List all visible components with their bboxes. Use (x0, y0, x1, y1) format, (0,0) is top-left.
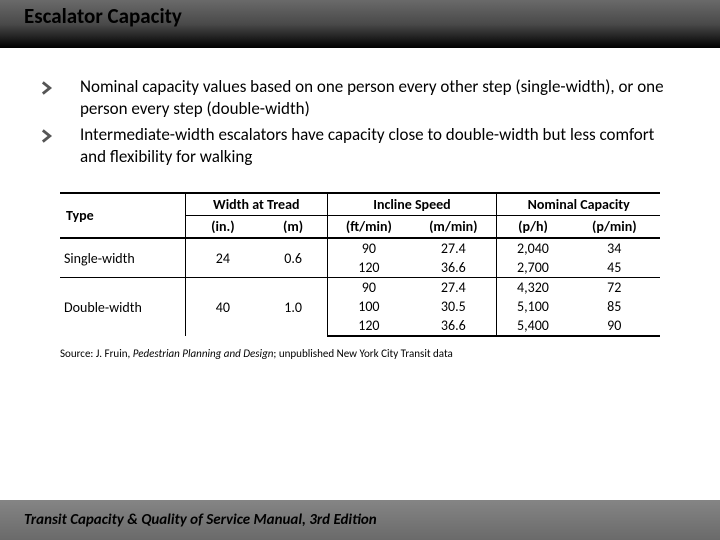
cell-cap-ph: 4,320 (497, 278, 569, 298)
cell-speed-m: 36.6 (410, 258, 497, 278)
cell-cap-pmin: 45 (569, 258, 660, 278)
cell-speed-ft: 100 (327, 297, 410, 316)
table-row: Double-width 40 1.0 90 27.4 4,320 72 (60, 278, 660, 298)
subcol-cap-pmin: (p/min) (569, 216, 660, 239)
cell-width-in: 24 (186, 238, 260, 278)
bullet-list: Nominal capacity values based on one per… (40, 76, 680, 168)
cell-cap-ph: 5,400 (497, 316, 569, 336)
subcol-cap-ph: (p/h) (497, 216, 569, 239)
cell-speed-m: 30.5 (410, 297, 497, 316)
cell-speed-ft: 120 (327, 316, 410, 336)
cell-cap-pmin: 34 (569, 238, 660, 258)
source-italic: Pedestrian Planning and Design (133, 347, 274, 360)
cell-speed-ft: 120 (327, 258, 410, 278)
cell-width-in: 40 (186, 278, 260, 337)
data-table: Type Width at Tread Incline Speed Nomina… (60, 192, 660, 337)
subcol-width-in: (in.) (186, 216, 260, 239)
list-item: Nominal capacity values based on one per… (40, 76, 680, 120)
source-suffix: ; unpublished New York City Transit data (273, 347, 452, 360)
cell-cap-ph: 2,040 (497, 238, 569, 258)
cell-speed-ft: 90 (327, 238, 410, 258)
subcol-speed-m: (m/min) (410, 216, 497, 239)
list-item: Intermediate-width escalators have capac… (40, 124, 680, 168)
cell-cap-pmin: 90 (569, 316, 660, 336)
cell-width-m: 0.6 (260, 238, 327, 278)
cell-cap-pmin: 72 (569, 278, 660, 298)
cell-cap-ph: 2,700 (497, 258, 569, 278)
cell-speed-m: 36.6 (410, 316, 497, 336)
content-area: Nominal capacity values based on one per… (0, 48, 720, 360)
bullet-text: Nominal capacity values based on one per… (80, 76, 680, 120)
header-bar: Escalator Capacity (0, 0, 720, 48)
cell-speed-ft: 90 (327, 278, 410, 298)
cell-cap-pmin: 85 (569, 297, 660, 316)
source-note: Source: J. Fruin, Pedestrian Planning an… (60, 347, 680, 360)
cell-speed-m: 27.4 (410, 238, 497, 258)
cell-width-m: 1.0 (260, 278, 327, 337)
cell-type: Single-width (60, 238, 186, 278)
col-type: Type (60, 193, 186, 238)
chevron-right-icon (40, 124, 80, 148)
col-capacity: Nominal Capacity (497, 193, 660, 216)
table-row: Single-width 24 0.6 90 27.4 2,040 34 (60, 238, 660, 258)
subcol-width-m: (m) (260, 216, 327, 239)
bullet-text: Intermediate-width escalators have capac… (80, 124, 680, 168)
table-header-row: Type Width at Tread Incline Speed Nomina… (60, 193, 660, 216)
chevron-right-icon (40, 76, 80, 100)
footer-text: Transit Capacity & Quality of Service Ma… (24, 511, 377, 529)
cell-cap-ph: 5,100 (497, 297, 569, 316)
cell-type: Double-width (60, 278, 186, 337)
col-width: Width at Tread (186, 193, 327, 216)
escalator-table: Type Width at Tread Incline Speed Nomina… (60, 192, 660, 337)
page-title: Escalator Capacity (24, 3, 182, 29)
cell-speed-m: 27.4 (410, 278, 497, 298)
col-speed: Incline Speed (327, 193, 497, 216)
subcol-speed-ft: (ft/min) (327, 216, 410, 239)
footer-bar: Transit Capacity & Quality of Service Ma… (0, 500, 720, 540)
source-prefix: Source: J. Fruin, (60, 347, 133, 360)
